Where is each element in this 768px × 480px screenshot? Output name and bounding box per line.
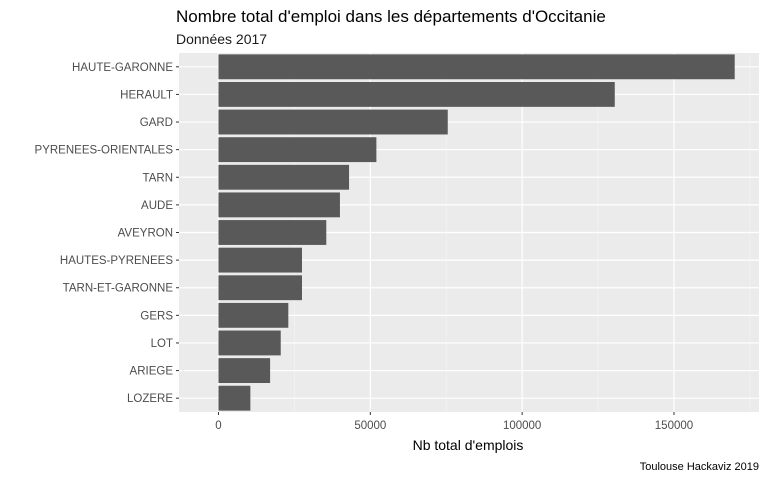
bar	[218, 247, 302, 273]
y-tick-label: AVEYRON	[118, 228, 173, 240]
chart-title: Nombre total d'emploi dans les départeme…	[176, 7, 606, 26]
bars	[218, 54, 735, 411]
bar	[218, 54, 735, 80]
x-axis-label: Nb total d'emplois	[413, 437, 524, 453]
x-tick-label: 0	[215, 420, 221, 432]
y-tick-label: TARN	[143, 172, 173, 184]
bar	[218, 192, 340, 218]
y-tick-label: LOT	[151, 338, 173, 350]
bar	[218, 109, 448, 135]
y-tick-label: GERS	[140, 310, 173, 322]
bar	[218, 81, 615, 107]
y-tick-label: AUDE	[141, 200, 173, 212]
y-tick-label: HAUTE-GARONNE	[72, 62, 173, 74]
y-tick-label: HAUTES-PYRENEES	[60, 255, 173, 267]
bar	[218, 164, 350, 190]
bar	[218, 385, 251, 411]
y-tick-label: LOZERE	[127, 393, 173, 405]
bar	[218, 330, 281, 356]
chart-caption: Toulouse Hackaviz 2019	[640, 461, 759, 473]
y-tick-label: HERAULT	[120, 89, 173, 101]
bar	[218, 302, 289, 328]
y-tick-label: ARIEGE	[130, 366, 174, 378]
x-tick-label: 50000	[354, 420, 386, 432]
y-axis: HAUTE-GARONNE HERAULT GARD PYRENEES-ORIENTA…	[35, 62, 179, 405]
x-tick-label: 150000	[655, 420, 693, 432]
x-axis: 0 50000 100000 150000	[215, 412, 693, 432]
y-tick-label: GARD	[140, 117, 173, 129]
chart-subtitle: Données 2017	[176, 31, 267, 47]
y-tick-label: PYRENEES-ORIENTALES	[35, 145, 174, 157]
bar	[218, 137, 377, 163]
bar	[218, 220, 327, 245]
y-tick-label: TARN-ET-GARONNE	[63, 283, 174, 295]
x-tick-label: 100000	[503, 420, 541, 432]
bar	[218, 275, 302, 301]
bar	[218, 358, 271, 384]
